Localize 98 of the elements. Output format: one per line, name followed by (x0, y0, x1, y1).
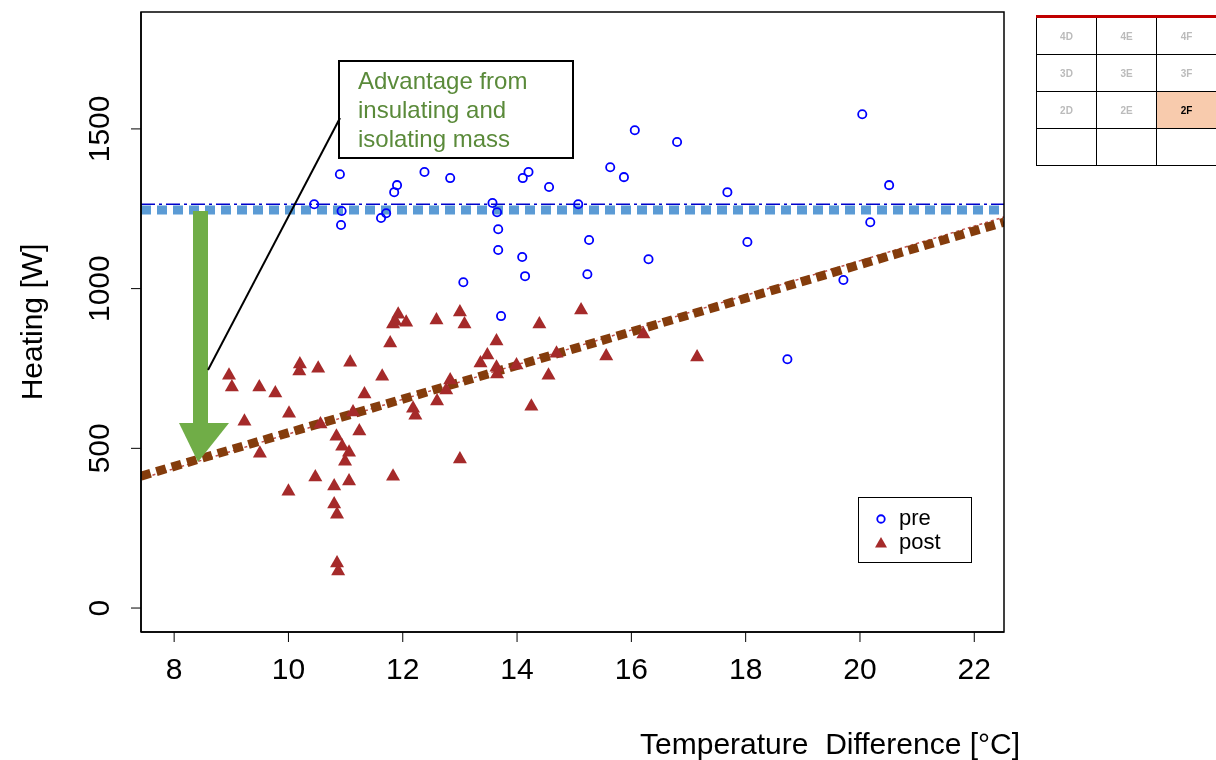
point (452, 450, 467, 464)
point (517, 173, 528, 184)
point (389, 187, 400, 198)
point (308, 469, 323, 482)
y-axis-title: Heating [W] (15, 243, 48, 401)
point (532, 316, 547, 329)
point (489, 333, 504, 346)
point (375, 368, 390, 381)
y-tick-label: 0 (82, 599, 115, 617)
point (376, 213, 387, 224)
x-tick-label: 14 (500, 652, 534, 686)
point (252, 445, 267, 458)
point (419, 167, 430, 178)
point (722, 187, 733, 198)
point (452, 303, 467, 317)
point (524, 398, 539, 411)
point (838, 274, 849, 286)
point (574, 302, 589, 315)
point (252, 379, 267, 392)
point (605, 162, 616, 173)
point (443, 372, 458, 385)
point (381, 208, 392, 219)
point (599, 348, 614, 361)
point (222, 367, 237, 380)
point (357, 386, 372, 399)
y-tick-label: 1000 (82, 255, 115, 322)
y-tick-label: 1500 (82, 95, 115, 163)
point (429, 311, 444, 325)
legend-label: pre (899, 505, 931, 530)
point (857, 109, 868, 120)
point (742, 236, 753, 248)
point (573, 199, 584, 210)
point (672, 136, 683, 148)
point (480, 347, 495, 360)
point (336, 220, 347, 231)
point (327, 495, 342, 509)
point (520, 271, 531, 282)
point (282, 405, 297, 418)
point (517, 251, 528, 263)
point (584, 235, 595, 246)
annotation: Advantage from insulating and isolating mass (358, 67, 528, 152)
point (268, 385, 283, 398)
point (352, 423, 367, 436)
point (493, 224, 504, 235)
point (582, 269, 593, 280)
point (509, 357, 524, 370)
point (399, 314, 414, 327)
point (329, 428, 344, 441)
point (473, 355, 488, 368)
point (445, 173, 456, 184)
x-tick-label: 8 (165, 652, 183, 686)
point (342, 472, 357, 486)
point (487, 197, 498, 209)
point (392, 180, 403, 191)
y-tick-label: 500 (82, 423, 115, 474)
point (224, 379, 239, 392)
point (386, 468, 401, 481)
point (541, 367, 556, 380)
point (493, 244, 504, 255)
point (336, 205, 347, 217)
point (311, 360, 326, 373)
legend-label: post (899, 529, 941, 554)
x-tick-label: 10 (271, 652, 306, 686)
x-tick-label: 16 (614, 652, 649, 686)
point (430, 393, 445, 406)
point (690, 349, 705, 362)
point (342, 444, 357, 457)
point (618, 172, 629, 183)
point (327, 478, 342, 491)
x-tick-label: 12 (386, 652, 420, 686)
point (343, 354, 358, 367)
x-tick-label: 18 (728, 652, 763, 686)
point (457, 316, 472, 329)
point (523, 167, 534, 178)
point (884, 180, 895, 191)
point (383, 334, 398, 348)
point (346, 403, 361, 417)
point (330, 506, 345, 519)
point (636, 326, 651, 339)
point (865, 217, 876, 228)
point (643, 254, 654, 265)
x-tick-label: 22 (957, 652, 991, 686)
point (458, 277, 469, 288)
floor-grid: 4D 4E 4F 3D 3E 3F 2D 2E 2F (1036, 15, 1216, 166)
point (334, 169, 345, 180)
point (281, 483, 296, 496)
point (309, 199, 320, 210)
point (391, 306, 406, 319)
point (492, 207, 503, 218)
point (629, 125, 640, 136)
x-axis-title: Temperature Difference [°C] (640, 727, 1020, 760)
point (549, 345, 564, 358)
point (544, 182, 555, 193)
x-tick-label: 20 (843, 652, 877, 686)
point (496, 311, 507, 322)
point (782, 354, 793, 365)
point (237, 413, 252, 426)
point (313, 416, 328, 429)
